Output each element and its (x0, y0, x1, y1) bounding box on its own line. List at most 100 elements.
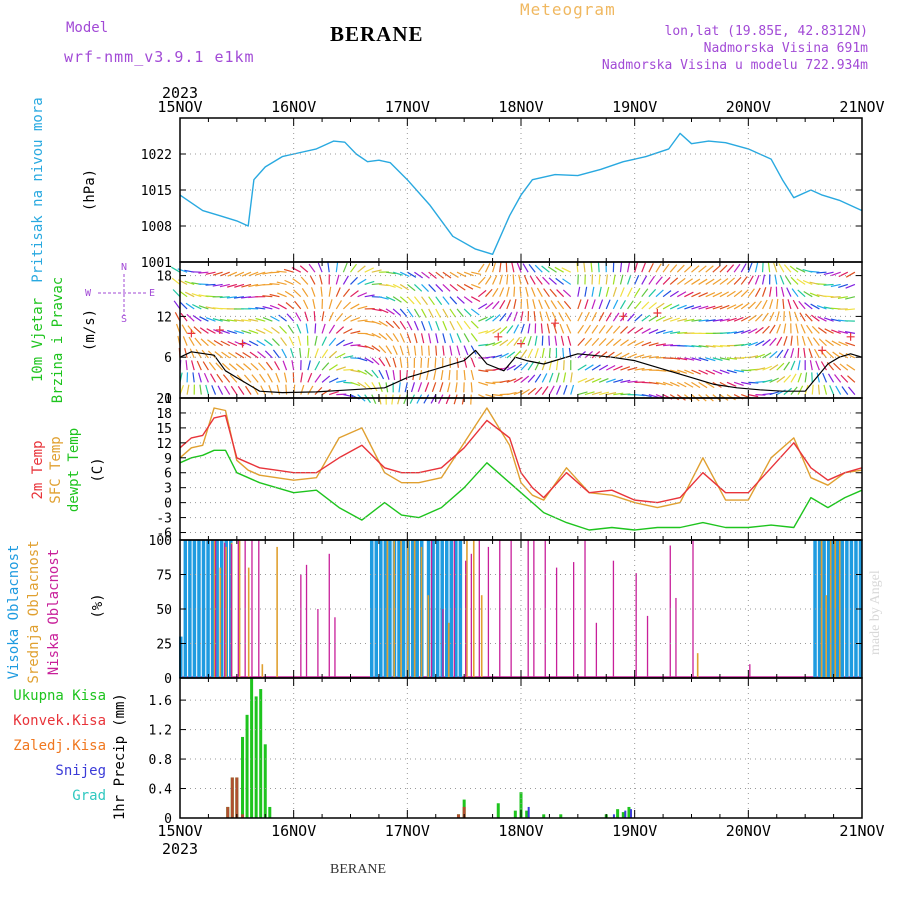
mid-cloud-bar (261, 664, 264, 678)
wind-barb (559, 323, 565, 334)
wind-barb (259, 373, 266, 383)
wind-barb (357, 319, 368, 322)
wind-barb (420, 345, 423, 356)
wind-barb (456, 333, 462, 343)
high-cloud-bar (197, 540, 201, 678)
wind-barb (442, 296, 450, 305)
wind-barb (780, 286, 785, 297)
wind-barb (499, 287, 505, 297)
low-cloud-bar (499, 540, 501, 678)
wind-barb (837, 296, 848, 299)
wind-barb (734, 369, 745, 373)
low-cloud-bar (527, 540, 529, 678)
wind-barb (364, 369, 373, 377)
wind-barb (790, 335, 793, 346)
wind-barb (263, 327, 273, 334)
wind-barb (453, 394, 458, 405)
wind-barb (350, 303, 360, 310)
wind-barb (748, 381, 759, 384)
wind-barb (556, 289, 565, 298)
wind-barb (662, 381, 673, 387)
y-tick-label: 25 (156, 638, 172, 653)
panel-precip (179, 678, 863, 819)
wind-barb (733, 290, 743, 298)
mid-cloud-bar (480, 595, 483, 678)
high-cloud-bar (215, 540, 219, 678)
wind-barb (627, 380, 638, 383)
temp-unit: (C) (90, 457, 106, 482)
wind-barb (767, 262, 771, 273)
wind-barb (198, 271, 209, 274)
wind-barb (641, 314, 651, 322)
wind-barb (205, 271, 216, 275)
wind-barb (795, 267, 806, 273)
wind-barb (698, 278, 708, 285)
wind-barb (463, 370, 466, 381)
total-precip-bar (559, 814, 563, 818)
wind-barb (676, 277, 686, 285)
wind-barb (809, 292, 820, 298)
total-precip-bar (621, 812, 625, 818)
wind-barb (463, 296, 473, 304)
wind-barb (816, 283, 827, 286)
wind-barb (754, 300, 762, 310)
wind-barb (598, 286, 602, 297)
total-precip-bar (616, 809, 620, 818)
wind-barb (845, 283, 856, 289)
wind-barb (227, 329, 238, 334)
wind-barb (350, 369, 361, 373)
wind-barb (669, 277, 679, 285)
wind-barb (577, 337, 586, 347)
wind-barb (193, 326, 202, 334)
wind-barb (627, 300, 634, 310)
wind-barb (534, 373, 542, 383)
wind-barb (782, 298, 785, 309)
wind-barb (591, 337, 600, 347)
wind-barb (276, 384, 281, 395)
wind-barb (314, 323, 317, 334)
total-precip-bar (542, 814, 546, 818)
wind-barb (463, 345, 469, 356)
wind-barb (612, 274, 616, 285)
wind-barb (391, 394, 394, 405)
wind-barb (506, 325, 514, 334)
wind-barb (563, 372, 567, 383)
wind-barb (804, 302, 813, 310)
wind-barb (448, 370, 451, 381)
wind-barb (220, 329, 230, 334)
wind-barb (219, 296, 230, 299)
wind-barb (776, 298, 779, 309)
wind-barb (641, 341, 652, 347)
wind-barb (406, 296, 415, 305)
wind-barb (792, 299, 799, 310)
wind-barb (435, 308, 442, 319)
wind-barb (478, 369, 489, 373)
wind-barb (210, 373, 217, 383)
wind-barb (434, 357, 437, 368)
low-cloud-bar (612, 560, 615, 678)
wind-barb (513, 376, 523, 383)
mid-cloud-bar (247, 567, 250, 678)
wind-barb (314, 335, 318, 346)
wind-barb (206, 328, 216, 334)
wind-barb (816, 372, 820, 383)
wind-barb (612, 312, 620, 322)
wind-barb (364, 332, 375, 337)
y-tick-label: 0 (164, 812, 172, 827)
wind-barb (606, 392, 617, 396)
altitude-label: Nadmorska Visina 691m (703, 41, 868, 56)
wind-barb (627, 326, 636, 334)
x-tick-label-top: 16NOV (271, 98, 316, 116)
wind-barb (787, 299, 792, 310)
wind-barb (634, 327, 644, 334)
wind-barb (222, 374, 231, 383)
low-cloud-bar (510, 540, 512, 678)
panel-frame (179, 677, 863, 819)
wind-barb (755, 353, 765, 359)
wind-barb (413, 296, 422, 305)
wind-barb (698, 357, 709, 362)
wind-barb (591, 364, 601, 371)
wind-barb (677, 357, 688, 361)
wind-barb (328, 286, 332, 297)
